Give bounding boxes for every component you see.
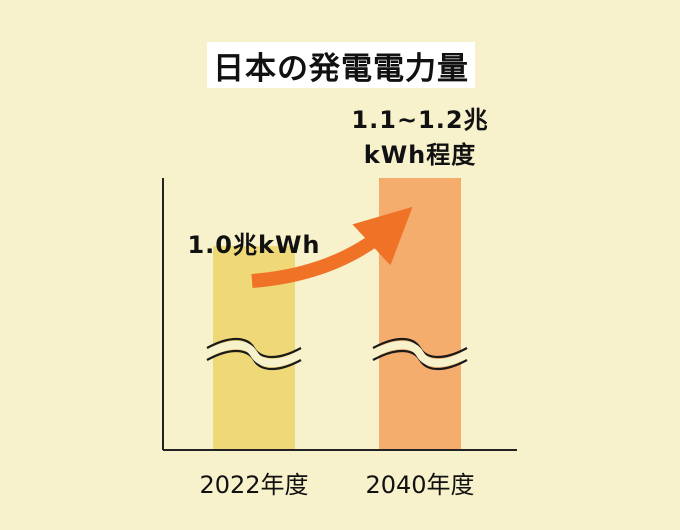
axis-break-gap-1 <box>205 341 303 367</box>
value-label-1-1: 1.0兆kWh <box>187 231 320 259</box>
bar-2 <box>379 178 461 450</box>
chart-title-box: 日本の発電電力量 <box>207 42 475 88</box>
category-label-1: 2022年度 <box>199 471 308 499</box>
value-label-2-1: 1.1~1.2兆 <box>351 106 488 134</box>
growth-arrow <box>251 206 413 288</box>
chart-title: 日本の発電電力量 <box>213 50 469 87</box>
value-label-2-2: kWh程度 <box>364 141 477 169</box>
category-label-2: 2040年度 <box>365 471 474 499</box>
axis-break-gap-2 <box>371 341 469 367</box>
